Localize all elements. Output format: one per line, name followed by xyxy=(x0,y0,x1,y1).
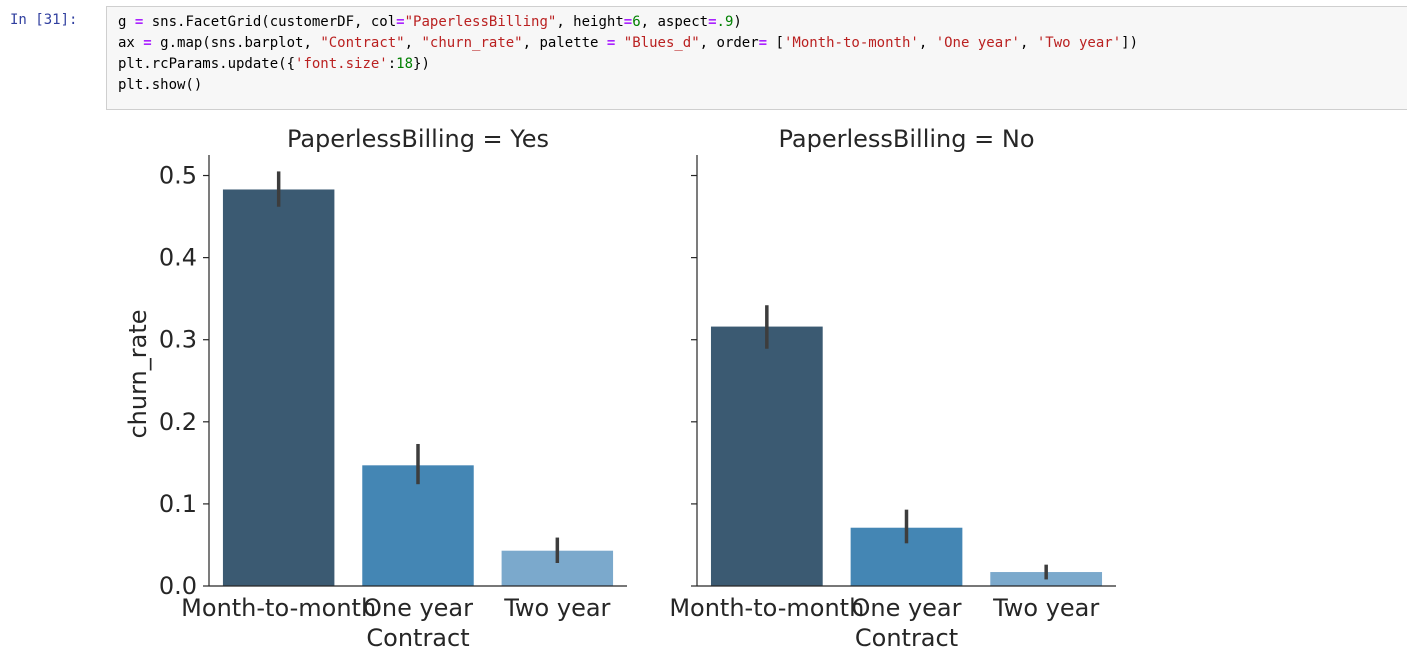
code-token: , order xyxy=(699,35,759,51)
code-token: = xyxy=(396,14,405,30)
x-axis-label: Contract xyxy=(366,624,469,652)
y-tick-label: 0.4 xyxy=(159,244,197,272)
y-tick-label: 0.3 xyxy=(159,326,197,354)
code-token: , xyxy=(918,35,936,51)
code-token: = xyxy=(606,35,616,51)
code-token: g xyxy=(118,14,135,30)
code-token: "Contract" xyxy=(320,35,405,51)
code-token: "churn_rate" xyxy=(421,35,523,51)
x-tick-label: Two year xyxy=(503,594,610,622)
code-token: , height xyxy=(556,14,624,30)
y-axis-label: churn_rate xyxy=(124,309,152,438)
x-tick-label: Two year xyxy=(992,594,1099,622)
cell-prompt: In [31]: xyxy=(10,12,78,28)
x-tick-label: One year xyxy=(363,594,473,622)
x-tick-label: Month-to-month xyxy=(181,594,376,622)
bar xyxy=(362,465,474,586)
bar xyxy=(710,326,823,586)
code-token: 6 xyxy=(632,14,641,30)
code-token: = xyxy=(708,14,717,30)
code-token: , palette xyxy=(522,35,607,51)
y-tick-label: 0.1 xyxy=(159,490,197,518)
code-token: 'One year' xyxy=(935,35,1020,51)
code-token: = xyxy=(134,14,144,30)
x-tick-label: Month-to-month xyxy=(669,594,864,622)
code-token: ax xyxy=(118,35,144,51)
code-token: , xyxy=(1019,35,1037,51)
code-token: .9 xyxy=(716,14,734,30)
code-token: = xyxy=(143,35,152,51)
panel-title: PaperlessBilling = No xyxy=(779,125,1035,153)
code-token: , xyxy=(404,35,422,51)
code-token: = xyxy=(758,35,768,51)
code-line: plt.rcParams.update({'font.size':18}) xyxy=(118,54,1407,75)
code-token: "Blues_d" xyxy=(623,35,700,51)
code-token: ]) xyxy=(1121,35,1138,51)
code-token: "PaperlessBilling" xyxy=(404,14,557,30)
y-tick-label: 0.0 xyxy=(159,572,197,600)
code-token: 'Two year' xyxy=(1036,35,1122,51)
code-token: : xyxy=(387,56,397,72)
x-axis-label: Contract xyxy=(855,624,958,652)
code-token: [ xyxy=(767,35,784,51)
code-token: ) xyxy=(733,14,742,30)
code-line: g = sns.FacetGrid(customerDF, col="Paper… xyxy=(118,12,1407,33)
code-token: sns.FacetGrid(customerDF, col xyxy=(143,14,397,30)
code-token: plt.show() xyxy=(118,77,203,93)
code-token: = xyxy=(623,14,633,30)
code-token: plt.rcParams.update({ xyxy=(118,56,296,72)
code-token: 'font.size' xyxy=(295,56,388,72)
y-tick-label: 0.2 xyxy=(159,408,197,436)
code-token: 'Month-to-month' xyxy=(783,35,919,51)
code-line: ax = g.map(sns.barplot, "Contract", "chu… xyxy=(118,33,1407,54)
code-cell[interactable]: g = sns.FacetGrid(customerDF, col="Paper… xyxy=(106,6,1407,110)
code-token: }) xyxy=(413,56,430,72)
code-token: g.map(sns.barplot, xyxy=(151,35,321,51)
bar xyxy=(222,189,335,587)
code-token: , aspect xyxy=(640,14,709,30)
code-token: 18 xyxy=(396,56,414,72)
y-tick-label: 0.5 xyxy=(159,162,197,190)
code-line: plt.show() xyxy=(118,75,1407,96)
x-tick-label: One year xyxy=(851,594,961,622)
panel-title: PaperlessBilling = Yes xyxy=(287,125,549,153)
